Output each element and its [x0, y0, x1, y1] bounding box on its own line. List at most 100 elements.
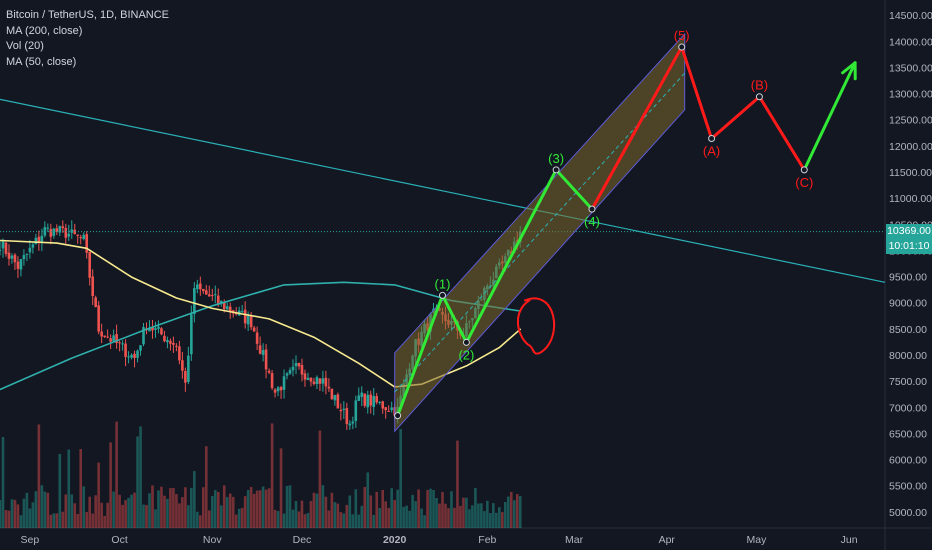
- volume-bar: [10, 499, 14, 528]
- volume-bar: [243, 496, 247, 528]
- candle-body: [160, 328, 163, 335]
- volume-bar: [372, 514, 376, 528]
- volume-bar: [375, 491, 379, 528]
- legend-ma200[interactable]: MA (200, close): [6, 24, 83, 37]
- candle-body: [306, 377, 310, 381]
- candle-body: [324, 377, 328, 387]
- wave-label: (B): [751, 78, 768, 93]
- volume-bar: [515, 494, 519, 528]
- volume-bar: [426, 490, 429, 528]
- candle-body: [193, 288, 196, 315]
- volume-bar: [216, 491, 220, 528]
- volume-bar: [432, 489, 435, 528]
- volume-bar: [321, 485, 325, 528]
- volume-bar: [408, 510, 411, 528]
- candle-body: [216, 295, 220, 304]
- y-tick-label: 6500.00: [889, 428, 927, 440]
- volume-bar: [85, 512, 89, 528]
- volume-bar: [97, 462, 100, 528]
- candle-body: [303, 373, 307, 380]
- volume-bar: [100, 502, 103, 528]
- candle-body: [312, 381, 316, 385]
- volume-bar: [381, 489, 385, 528]
- volume-bar: [169, 488, 172, 528]
- symbol-title[interactable]: Bitcoin / TetherUS, 1D, BINANCE: [6, 9, 170, 21]
- volume-bar: [19, 515, 23, 528]
- volume-bar: [270, 423, 274, 528]
- wave-label: (5): [674, 28, 690, 43]
- volume-bar: [518, 496, 522, 528]
- volume-bar: [264, 489, 268, 528]
- volume-bar: [82, 486, 86, 528]
- volume-bar: [127, 497, 130, 528]
- volume-bar: [121, 504, 124, 528]
- candle-body: [76, 234, 80, 236]
- volume-bar: [172, 488, 175, 528]
- volume-bar: [390, 488, 393, 528]
- volume-bar: [339, 512, 343, 528]
- candle-body: [333, 395, 337, 401]
- legend-ma50[interactable]: MA (50, close): [6, 55, 77, 68]
- volume-bar: [79, 449, 83, 528]
- volume-bar: [136, 436, 139, 528]
- wave-point-marker: [678, 43, 686, 51]
- candle-body: [124, 343, 127, 357]
- volume-bar: [261, 486, 265, 528]
- candle-body: [88, 251, 91, 278]
- candle-body: [112, 335, 115, 342]
- y-tick-label: 6000.00: [889, 455, 927, 467]
- ma200-line: [0, 281, 522, 391]
- volume-bar: [109, 442, 112, 528]
- volume-bar: [471, 505, 474, 528]
- volume-bar: [315, 493, 319, 528]
- volume-bar: [249, 487, 253, 528]
- candle-body: [52, 228, 56, 236]
- legend-vol[interactable]: Vol (20): [6, 40, 44, 52]
- volume-bar: [492, 503, 495, 528]
- parallel-channel: [394, 32, 686, 433]
- x-tick-label: 2020: [383, 534, 407, 546]
- wave-label: (A): [703, 144, 720, 159]
- volume-bar: [474, 488, 477, 528]
- wave-label: (C): [795, 175, 813, 190]
- volume-bar: [495, 512, 498, 528]
- wave-segment: [464, 168, 558, 344]
- volume-bar: [399, 429, 402, 528]
- candle-body: [46, 227, 50, 229]
- candle-body: [378, 401, 382, 403]
- candle-body: [31, 244, 35, 248]
- candle-body: [246, 315, 250, 325]
- volume-bar: [234, 514, 238, 528]
- volume-bar: [378, 508, 382, 528]
- candle-body: [264, 349, 268, 370]
- wave-point-marker: [755, 93, 763, 101]
- candle-body: [151, 326, 154, 331]
- candle-body: [360, 392, 364, 397]
- candle-body: [336, 394, 340, 409]
- volume-bar: [462, 497, 465, 528]
- candle-body: [297, 362, 301, 367]
- candle-body: [363, 393, 367, 406]
- volume-bar: [163, 495, 166, 528]
- wave-segment: [680, 45, 714, 141]
- candle-body: [339, 409, 343, 412]
- candle-body: [109, 338, 112, 342]
- volume-bar: [384, 501, 387, 528]
- candle-body: [348, 423, 352, 426]
- volume-bar: [154, 509, 157, 528]
- volume-bar: [509, 491, 513, 528]
- candle-body: [115, 334, 118, 343]
- volume-bar: [465, 497, 468, 528]
- volume-bar: [13, 499, 17, 528]
- candle-body: [139, 345, 142, 351]
- volume-bar: [363, 486, 367, 528]
- wave-label: (3): [548, 151, 564, 166]
- candle-body: [196, 284, 199, 290]
- candle-body: [166, 340, 169, 343]
- candle-body: [234, 313, 238, 315]
- volume-bar: [237, 508, 241, 528]
- volume-bar: [435, 498, 438, 528]
- volume-bar: [37, 424, 41, 528]
- candle-body: [130, 354, 133, 358]
